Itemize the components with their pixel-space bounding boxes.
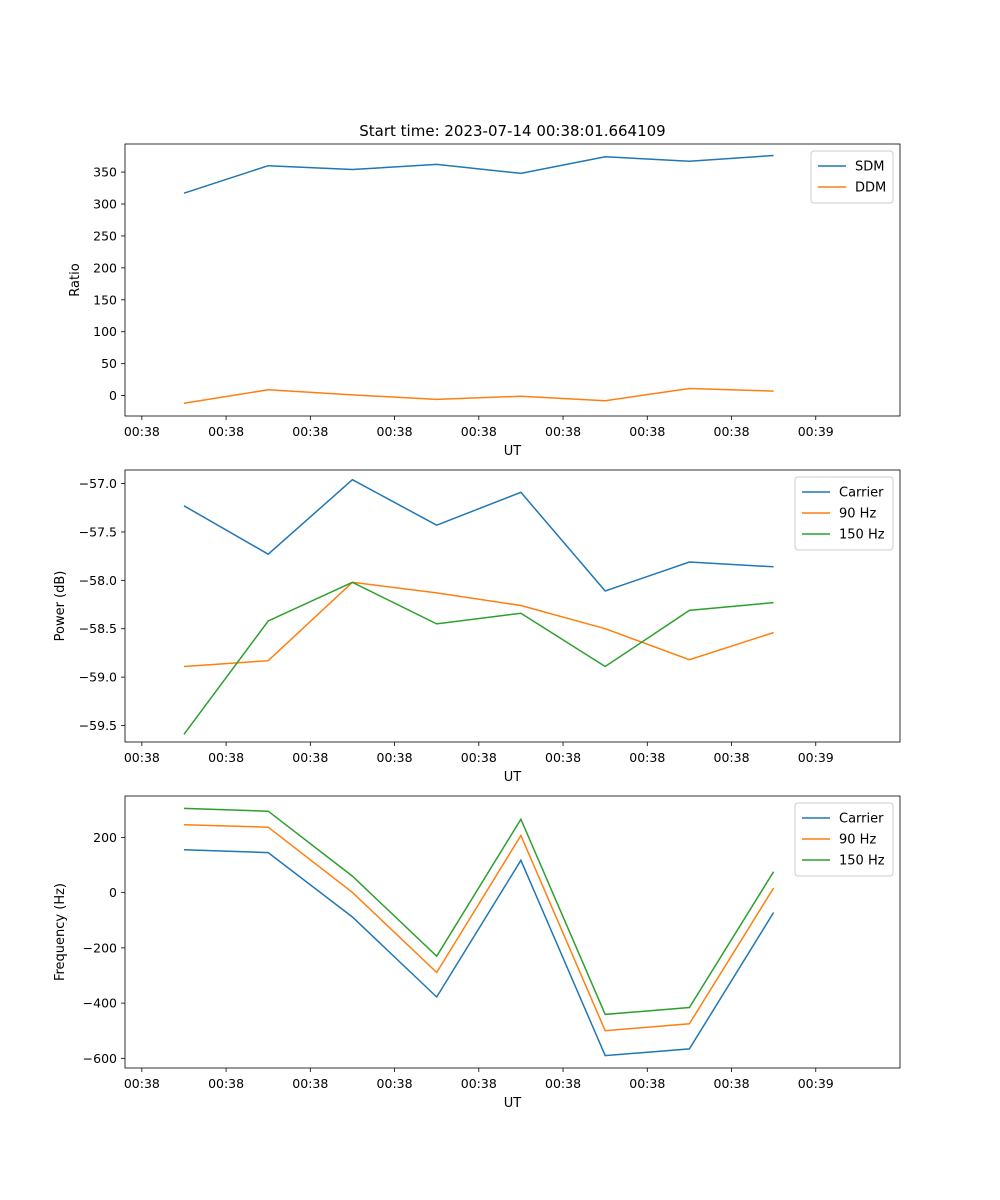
x-tick-label: 00:38 — [292, 424, 328, 439]
x-axis-label: UT — [504, 1096, 522, 1111]
legend-label: 150 Hz — [839, 854, 885, 869]
y-tick-label: −59.0 — [79, 670, 117, 685]
axes-frame — [124, 143, 901, 417]
x-tick-label: 00:39 — [798, 424, 834, 439]
series-line-ddm — [183, 387, 774, 404]
legend-label: Carrier — [839, 486, 884, 501]
series-line-carrier — [183, 478, 774, 592]
series-line-sdm — [183, 154, 774, 194]
y-tick-label: 250 — [93, 228, 117, 243]
x-tick-label: 00:38 — [377, 1076, 413, 1091]
figure-title: Start time: 2023-07-14 00:38:01.664109 — [359, 122, 665, 140]
y-tick-label: 50 — [101, 356, 117, 371]
x-axis-label: UT — [504, 770, 522, 785]
y-tick-label: −59.5 — [79, 718, 117, 733]
x-tick-label: 00:38 — [714, 424, 750, 439]
x-tick-label: 00:38 — [545, 1076, 581, 1091]
legend-label: 150 Hz — [839, 528, 885, 543]
legend — [794, 476, 894, 551]
x-tick-label: 00:38 — [208, 1076, 244, 1091]
y-tick-label: −57.5 — [79, 524, 117, 539]
x-tick-label: 00:38 — [629, 424, 665, 439]
y-tick-label: 200 — [93, 830, 117, 845]
y-axis-label: Frequency (Hz) — [53, 883, 68, 981]
y-tick-label: 0 — [109, 885, 117, 900]
y-tick-label: 300 — [93, 197, 117, 212]
series-line-carrier — [183, 849, 775, 1057]
y-tick-label: 150 — [93, 292, 117, 307]
x-tick-label: 00:38 — [545, 424, 581, 439]
x-tick-label: 00:38 — [124, 750, 160, 765]
y-tick-label: −58.5 — [79, 621, 117, 636]
y-axis-label: Ratio — [68, 263, 83, 296]
y-axis-label: Power (dB) — [53, 571, 68, 642]
y-tick-label: −57.0 — [79, 476, 117, 491]
x-axis-label: UT — [504, 444, 522, 459]
x-tick-label: 00:38 — [461, 424, 497, 439]
x-tick-label: 00:38 — [124, 1076, 160, 1091]
x-tick-label: 00:38 — [461, 1076, 497, 1091]
subplot-frequency: 00:38 00:38 00:38 00:38 00:38 00:38 00:38 00:38… — [53, 795, 901, 1111]
series-line-150-hz — [183, 581, 774, 735]
subplot-ratio: 00:38 00:38 00:38 00:38 00:38 00:38 00:38 00:38… — [68, 143, 901, 459]
legend-label: 90 Hz — [839, 833, 876, 848]
legend-label: 90 Hz — [839, 507, 876, 522]
x-tick-label: 00:38 — [377, 424, 413, 439]
y-tick-label: −400 — [83, 996, 117, 1011]
x-tick-label: 00:38 — [208, 424, 244, 439]
axes-frame — [124, 469, 901, 743]
x-tick-label: 00:38 — [377, 750, 413, 765]
x-tick-label: 00:38 — [124, 424, 160, 439]
y-tick-label: 100 — [93, 324, 117, 339]
y-tick-label: −200 — [83, 940, 117, 955]
x-tick-label: 00:38 — [545, 750, 581, 765]
legend-label: DDM — [855, 181, 886, 196]
x-tick-label: 00:39 — [798, 1076, 834, 1091]
x-tick-label: 00:38 — [714, 750, 750, 765]
series-line-90-hz — [183, 823, 775, 1032]
x-tick-label: 00:39 — [798, 750, 834, 765]
y-tick-label: 0 — [109, 388, 117, 403]
x-tick-label: 00:38 — [292, 1076, 328, 1091]
y-tick-label: −600 — [83, 1051, 117, 1066]
series-line-90-hz — [183, 581, 774, 668]
series-line-150-hz — [183, 807, 775, 1016]
x-tick-label: 00:38 — [208, 750, 244, 765]
y-tick-label: −58.0 — [79, 573, 117, 588]
legend-label: Carrier — [839, 812, 884, 827]
y-tick-label: 200 — [93, 260, 117, 275]
x-tick-label: 00:38 — [629, 750, 665, 765]
x-tick-label: 00:38 — [292, 750, 328, 765]
legend — [794, 802, 894, 877]
y-tick-label: 350 — [93, 165, 117, 180]
legend — [810, 150, 894, 204]
legend-label: SDM — [855, 160, 884, 175]
subplot-power: 00:38 00:38 00:38 00:38 00:38 00:38 00:38 00:38… — [53, 469, 901, 785]
x-tick-label: 00:38 — [629, 1076, 665, 1091]
x-tick-label: 00:38 — [461, 750, 497, 765]
axes-frame — [124, 795, 901, 1069]
x-tick-label: 00:38 — [714, 1076, 750, 1091]
